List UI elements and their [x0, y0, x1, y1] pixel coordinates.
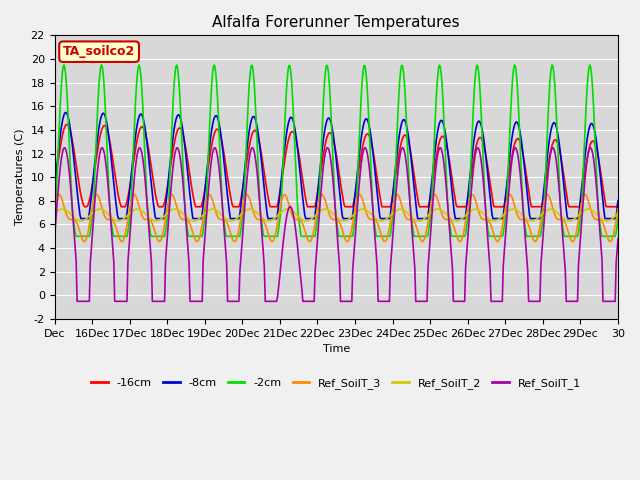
Line: Ref_SoilT_2: Ref_SoilT_2	[54, 209, 618, 221]
Ref_SoilT_3	[51, 206, 58, 212]
-8cm	[197, 216, 205, 221]
-8cm	[307, 216, 315, 221]
-16cm	[614, 200, 622, 206]
-2cm	[51, 216, 58, 221]
Ref_SoilT_1	[151, 299, 159, 304]
Ref_SoilT_2	[197, 214, 205, 219]
-16cm	[429, 178, 436, 183]
Ref_SoilT_1	[477, 155, 484, 160]
-2cm	[429, 176, 436, 181]
Ref_SoilT_2	[51, 210, 58, 216]
-2cm	[197, 233, 205, 239]
-8cm	[385, 216, 392, 221]
-8cm	[429, 169, 436, 175]
Ref_SoilT_2	[307, 216, 315, 222]
Ref_SoilT_1	[399, 145, 406, 151]
-8cm	[614, 198, 622, 204]
-2cm	[614, 216, 622, 221]
Ref_SoilT_1	[73, 299, 81, 304]
Ref_SoilT_3	[383, 237, 390, 242]
-16cm	[152, 195, 160, 201]
Ref_SoilT_1	[196, 299, 204, 304]
Ref_SoilT_3	[456, 239, 464, 244]
-16cm	[63, 121, 70, 127]
-8cm	[62, 109, 70, 115]
Title: Alfalfa Forerunner Temperatures: Alfalfa Forerunner Temperatures	[212, 15, 460, 30]
Ref_SoilT_1	[429, 202, 436, 207]
-2cm	[60, 62, 68, 68]
-16cm	[81, 204, 88, 210]
-8cm	[51, 186, 58, 192]
-8cm	[477, 120, 484, 126]
-2cm	[477, 99, 484, 105]
Ref_SoilT_1	[384, 299, 392, 304]
-16cm	[477, 135, 484, 141]
X-axis label: Time: Time	[323, 344, 350, 354]
Ref_SoilT_3	[476, 212, 484, 217]
Ref_SoilT_3	[543, 192, 551, 197]
-2cm	[307, 233, 315, 239]
-2cm	[385, 233, 392, 239]
Ref_SoilT_3	[306, 239, 314, 244]
Ref_SoilT_2	[152, 218, 160, 224]
Ref_SoilT_2	[477, 208, 484, 214]
Line: Ref_SoilT_1: Ref_SoilT_1	[54, 148, 618, 301]
Line: -2cm: -2cm	[54, 65, 618, 236]
Ref_SoilT_3	[196, 235, 204, 240]
Ref_SoilT_1	[307, 299, 314, 304]
-16cm	[51, 182, 58, 188]
Ref_SoilT_2	[115, 218, 122, 224]
-16cm	[307, 204, 315, 210]
-16cm	[197, 204, 205, 209]
Line: -16cm: -16cm	[54, 124, 618, 207]
Ref_SoilT_2	[96, 206, 104, 212]
-16cm	[385, 204, 392, 210]
Ref_SoilT_3	[427, 203, 435, 208]
-2cm	[152, 233, 160, 239]
Ref_SoilT_2	[614, 210, 622, 216]
Ref_SoilT_3	[614, 206, 622, 212]
Line: -8cm: -8cm	[54, 112, 618, 218]
Ref_SoilT_3	[150, 227, 158, 232]
-8cm	[152, 216, 160, 221]
Ref_SoilT_2	[429, 208, 436, 214]
-8cm	[77, 216, 84, 221]
Ref_SoilT_2	[385, 215, 392, 220]
Legend: -16cm, -8cm, -2cm, Ref_SoilT_3, Ref_SoilT_2, Ref_SoilT_1: -16cm, -8cm, -2cm, Ref_SoilT_3, Ref_Soil…	[87, 373, 586, 393]
Text: TA_soilco2: TA_soilco2	[63, 45, 135, 58]
Line: Ref_SoilT_3: Ref_SoilT_3	[54, 194, 618, 241]
Ref_SoilT_1	[614, 236, 622, 241]
-2cm	[72, 233, 80, 239]
Ref_SoilT_1	[51, 236, 58, 241]
Y-axis label: Temperatures (C): Temperatures (C)	[15, 129, 25, 226]
